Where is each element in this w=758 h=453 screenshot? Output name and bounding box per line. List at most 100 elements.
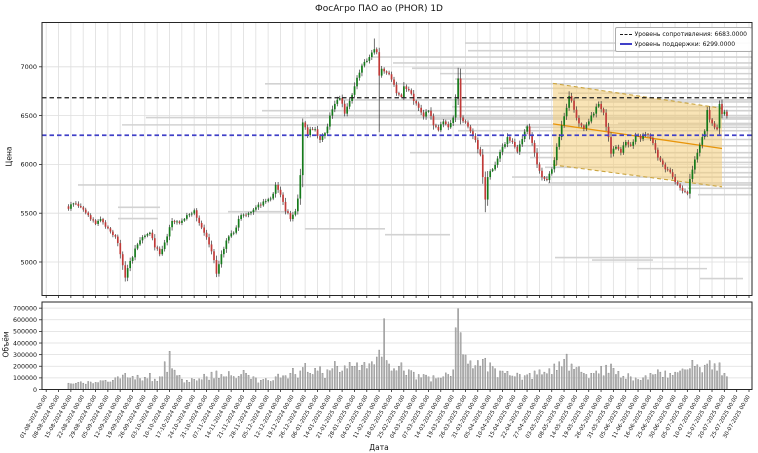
candle-body xyxy=(496,158,499,165)
volume-bar xyxy=(75,383,77,390)
volume-bar xyxy=(375,356,378,390)
volume-bar xyxy=(420,377,422,390)
candle-body xyxy=(178,221,181,223)
legend-resistance-label: Уровень сопротивления: 6683.0000 xyxy=(634,31,747,39)
candle-body xyxy=(410,90,413,94)
volume-bar xyxy=(284,375,287,390)
candle-body xyxy=(629,144,632,146)
candle-body xyxy=(195,210,198,218)
volume-bar xyxy=(183,382,186,390)
candle-body xyxy=(570,96,573,101)
volume-bar xyxy=(203,373,205,390)
candle-body xyxy=(129,261,131,269)
volume-bar xyxy=(627,373,630,390)
candle-body xyxy=(87,212,90,216)
candle-body xyxy=(112,231,114,236)
volume-bar xyxy=(136,374,139,390)
candle-body xyxy=(494,164,496,170)
volume-bar xyxy=(343,365,346,390)
candle-body xyxy=(583,125,585,129)
volume-bar xyxy=(171,368,173,390)
volume-bar xyxy=(371,361,373,390)
volume-bar xyxy=(422,374,425,390)
candle-body xyxy=(104,222,107,227)
volume-bar xyxy=(600,366,602,390)
candle-body xyxy=(513,141,516,147)
candle-body xyxy=(602,109,605,113)
volume-bar xyxy=(615,374,617,390)
volume-bar xyxy=(107,381,109,390)
candle-body xyxy=(518,144,521,152)
candle-body xyxy=(181,220,183,223)
candle-body xyxy=(553,160,556,170)
volume-bar xyxy=(674,371,676,390)
candle-body xyxy=(664,164,667,170)
volume-bar xyxy=(163,361,166,390)
candle-body xyxy=(75,203,77,205)
volume-bar xyxy=(526,374,528,390)
volume-bar xyxy=(89,381,92,390)
volume-bar xyxy=(279,377,282,390)
candle-body xyxy=(131,257,134,262)
candle-body xyxy=(462,117,464,122)
candle-body xyxy=(242,214,245,216)
volume-bar xyxy=(141,380,144,390)
volume-bar xyxy=(129,377,131,390)
candle-body xyxy=(521,139,524,145)
candle-body xyxy=(696,152,699,160)
volume-bar xyxy=(595,370,597,390)
candle-body xyxy=(607,126,610,138)
candle-body xyxy=(210,244,213,252)
volume-bar xyxy=(447,374,450,390)
volume-bar xyxy=(326,369,329,390)
candle-body xyxy=(721,103,723,115)
volume-bar xyxy=(385,360,388,390)
candle-body xyxy=(373,49,376,53)
volume-bar xyxy=(412,371,415,390)
candle-body xyxy=(97,220,99,224)
candle-body xyxy=(109,228,112,232)
volume-bar xyxy=(708,360,711,390)
volume-bar xyxy=(622,375,625,390)
volume-bar xyxy=(519,374,521,390)
volume-bar xyxy=(711,369,713,390)
candle-body xyxy=(548,173,551,181)
candle-body xyxy=(366,60,368,62)
candle-body xyxy=(435,125,437,127)
volume-bar xyxy=(706,363,708,390)
candle-body xyxy=(538,164,541,171)
candle-body xyxy=(289,212,292,220)
volume-bar xyxy=(260,380,262,390)
candle-body xyxy=(215,260,218,274)
volume-bar xyxy=(198,378,200,390)
candle-body xyxy=(188,214,191,216)
candle-body xyxy=(420,107,422,113)
volume-bar xyxy=(97,382,99,390)
candle-body xyxy=(501,146,504,152)
candle-body xyxy=(649,134,652,139)
volume-bar xyxy=(205,376,208,390)
candle-body xyxy=(383,68,385,72)
volume-bar xyxy=(255,377,257,390)
volume-bar xyxy=(329,370,331,390)
candle-body xyxy=(269,198,272,200)
candle-body xyxy=(674,176,676,182)
volume-bar xyxy=(247,375,250,390)
volume-bar xyxy=(257,382,260,390)
candle-body xyxy=(627,141,630,145)
candle-body xyxy=(484,177,487,200)
candle-body xyxy=(711,119,713,124)
volume-bar xyxy=(405,375,408,390)
volume-bar xyxy=(200,379,203,390)
legend-support-label: Уровень поддержки: 6299.0000 xyxy=(634,40,736,48)
candle-body xyxy=(417,103,420,108)
candle-body xyxy=(380,68,383,76)
volume-bar xyxy=(617,371,620,390)
candle-body xyxy=(218,264,220,274)
volume-bar xyxy=(117,376,119,390)
candle-body xyxy=(528,126,531,136)
candle-body xyxy=(306,127,309,136)
volume-bar xyxy=(225,376,228,390)
volume-bar xyxy=(494,368,496,390)
